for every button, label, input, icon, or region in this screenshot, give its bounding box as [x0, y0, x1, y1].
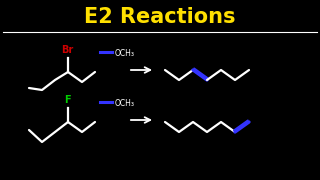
Text: OCH₃: OCH₃: [115, 48, 135, 57]
Text: OCH₃: OCH₃: [115, 98, 135, 107]
Text: F: F: [64, 95, 70, 105]
Text: E2 Reactions: E2 Reactions: [84, 7, 236, 27]
Text: Br: Br: [61, 45, 73, 55]
